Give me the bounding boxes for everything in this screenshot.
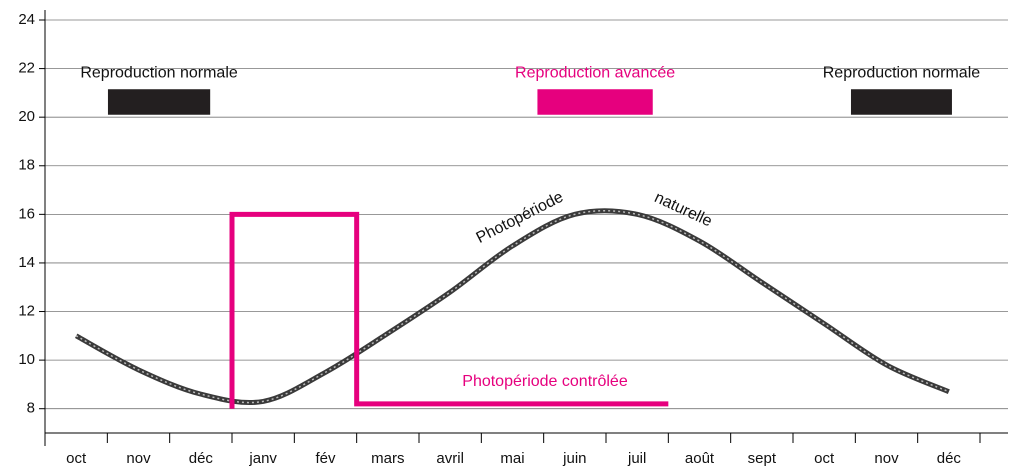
period-label: Reproduction avancée: [515, 64, 675, 81]
x-tick-label: déc: [937, 450, 962, 467]
period-bar: [107, 89, 211, 115]
x-tick-label: nov: [874, 450, 899, 467]
period-bar: [537, 89, 653, 115]
annotation: Photopériode: [474, 189, 567, 247]
y-tick-label: 14: [18, 254, 35, 271]
y-tick-label: 18: [18, 157, 35, 174]
y-tick-label: 20: [18, 108, 35, 125]
period-label: Reproduction normale: [80, 64, 238, 81]
x-tick-label: mai: [500, 450, 524, 467]
y-tick-label: 24: [18, 11, 35, 28]
y-tick-label: 22: [18, 60, 35, 77]
x-tick-label: nov: [126, 450, 151, 467]
x-tick-label: avril: [436, 450, 464, 467]
controlled-line: [229, 211, 669, 409]
x-tick-label: janv: [248, 450, 277, 467]
natural-curve-texture: [75, 209, 950, 404]
x-tick-label: sept: [748, 450, 777, 467]
x-tick-label: août: [685, 450, 715, 467]
y-tick-label: 16: [18, 205, 35, 222]
x-tick-label: oct: [66, 450, 87, 467]
period-bar: [850, 89, 952, 115]
x-tick-label: mars: [371, 450, 404, 467]
y-tick-label: 10: [18, 351, 35, 368]
x-tick-label: déc: [189, 450, 214, 467]
x-tick-label: juin: [562, 450, 586, 467]
x-tick-label: fév: [315, 450, 336, 467]
x-tick-label: oct: [814, 450, 835, 467]
y-tick-label: 12: [18, 302, 35, 319]
annotation: Photopériode contrôlée: [462, 373, 628, 390]
period-label: Reproduction normale: [823, 64, 981, 81]
x-tick-label: juil: [627, 450, 646, 467]
y-tick-label: 8: [27, 400, 35, 417]
